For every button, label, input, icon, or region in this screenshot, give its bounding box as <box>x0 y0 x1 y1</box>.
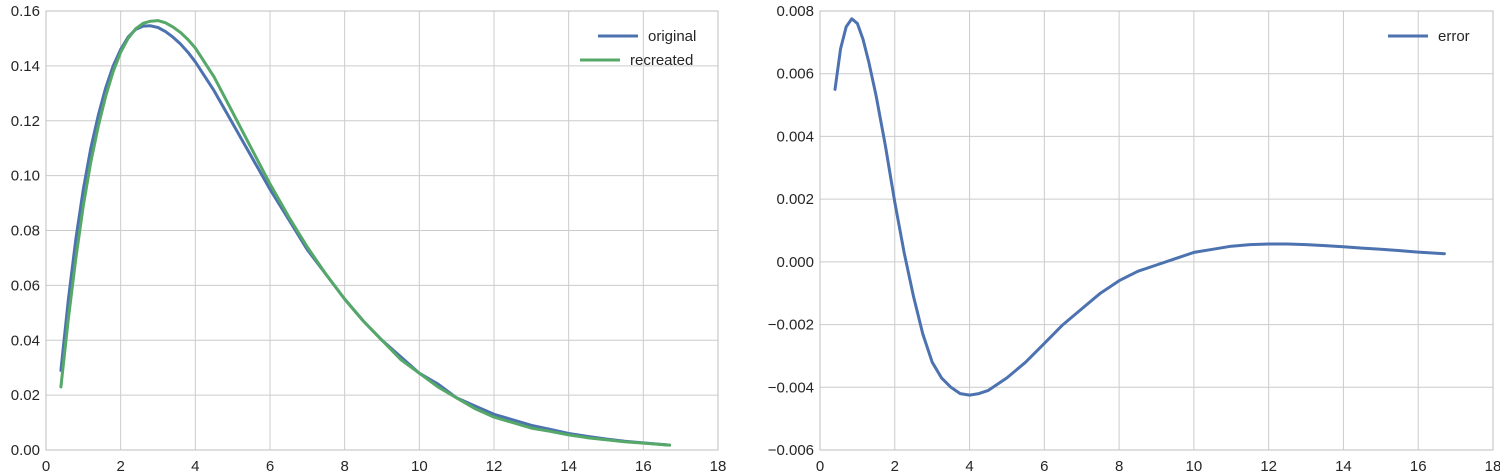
legend: original recreated <box>580 28 696 69</box>
y-tick-label: 0.10 <box>11 168 40 185</box>
x-tick-label: 6 <box>1040 458 1048 475</box>
y-tick-label: −0.006 <box>768 442 814 459</box>
y-tick-label: 0.008 <box>776 3 814 20</box>
x-tick-label: 18 <box>710 458 727 475</box>
x-tick-label: 2 <box>116 458 124 475</box>
y-tick-label: 0.006 <box>776 66 814 83</box>
series-line-error <box>833 17 1446 397</box>
y-tick-label: 0.002 <box>776 191 814 208</box>
x-tick-label: 10 <box>1186 458 1203 475</box>
series-line-recreated <box>59 19 671 447</box>
series-line-original <box>59 24 671 447</box>
y-tick-label: −0.004 <box>768 379 814 396</box>
x-tick-label: 4 <box>965 458 973 475</box>
x-tick-label: 0 <box>816 458 824 475</box>
y-tick-label: 0.04 <box>11 332 40 349</box>
y-tick-label: 0.08 <box>11 223 40 240</box>
y-tick-label: 0.02 <box>11 387 40 404</box>
y-tick-label: 0.12 <box>11 113 40 130</box>
y-tick-label: 0.004 <box>776 128 814 145</box>
y-tick-label: −0.002 <box>768 317 814 334</box>
y-tick-label: 0.06 <box>11 277 40 294</box>
y-tick-label: 0.00 <box>11 442 40 459</box>
x-tick-label: 2 <box>891 458 899 475</box>
legend: error <box>1388 28 1470 45</box>
x-tick-label: 18 <box>1485 458 1500 475</box>
plot-frame <box>45 10 719 451</box>
x-tick-label: 10 <box>411 458 428 475</box>
plot-area <box>820 11 1493 450</box>
x-tick-label: 16 <box>635 458 652 475</box>
legend-label-recreated: recreated <box>630 52 693 69</box>
x-tick-label: 16 <box>1410 458 1427 475</box>
x-tick-label: 6 <box>266 458 274 475</box>
x-tick-label: 4 <box>191 458 199 475</box>
x-tick-label: 12 <box>486 458 503 475</box>
x-tick-label: 14 <box>1335 458 1352 475</box>
x-tick-label: 12 <box>1260 458 1277 475</box>
x-tick-label: 8 <box>340 458 348 475</box>
legend-label-original: original <box>648 28 696 45</box>
plot-frame <box>819 10 1494 451</box>
y-tick-label: 0.14 <box>11 58 40 75</box>
chart-panel-1: 0 2 4 6 8 10 12 14 16 18 0.00 0.02 0.04 0.06 0.08 0.10 0… <box>11 3 727 475</box>
legend-label-error: error <box>1438 28 1470 45</box>
chart-panel-2: 0 2 4 6 8 10 12 14 16 18 −0.006 −0.004 −0.002 0.000 0.… <box>768 3 1500 475</box>
y-tick-label: 0.16 <box>11 3 40 20</box>
x-tick-label: 14 <box>560 458 577 475</box>
y-tick-label: 0.000 <box>776 254 814 271</box>
x-tick-label: 8 <box>1115 458 1123 475</box>
x-tick-label: 0 <box>42 458 50 475</box>
